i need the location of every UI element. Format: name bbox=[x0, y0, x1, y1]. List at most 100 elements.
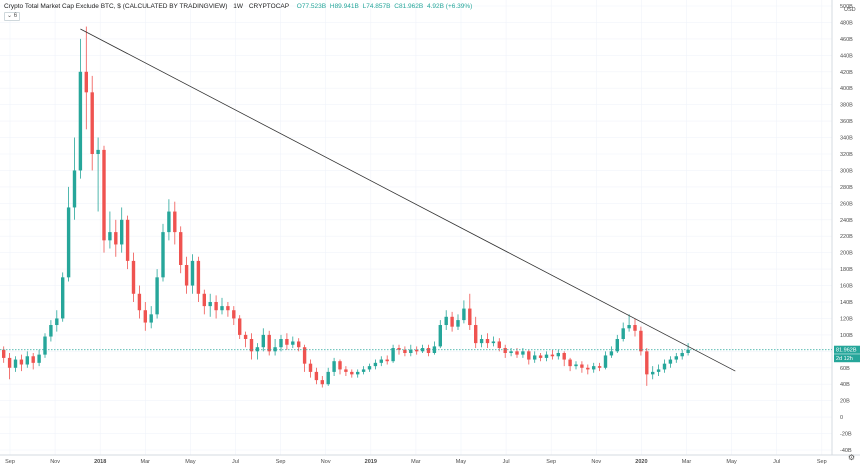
candle-body bbox=[344, 369, 348, 372]
candle-body bbox=[297, 341, 301, 348]
candle-body bbox=[656, 369, 661, 372]
time-tick-label: Jul bbox=[773, 459, 780, 464]
trend-line[interactable] bbox=[80, 28, 736, 372]
candle-body bbox=[415, 349, 419, 352]
candle-body bbox=[645, 351, 649, 375]
candle-body bbox=[385, 359, 389, 362]
candle-body bbox=[214, 302, 218, 311]
candle-body bbox=[397, 348, 401, 350]
candle-body bbox=[515, 351, 519, 355]
candle-body bbox=[621, 328, 625, 339]
ohlc-high: H89.941B bbox=[329, 3, 359, 10]
candle-body bbox=[426, 348, 431, 353]
time-tick-label: 2019 bbox=[365, 459, 377, 464]
candle-body bbox=[131, 260, 136, 294]
candle-body bbox=[432, 346, 437, 353]
time-tick-label: Jul bbox=[232, 459, 239, 464]
candle-body bbox=[326, 371, 330, 385]
candle-body bbox=[509, 351, 513, 353]
candle-body bbox=[379, 359, 383, 363]
candle-body bbox=[173, 211, 177, 233]
time-tick-label: May bbox=[726, 459, 737, 464]
candle-body bbox=[179, 232, 183, 265]
candle-body bbox=[603, 355, 608, 368]
candle-body bbox=[114, 232, 118, 245]
symbol-label[interactable]: CRYPTOCAP bbox=[248, 3, 289, 10]
price-tick-label: 500B bbox=[840, 4, 853, 10]
candle-body bbox=[556, 352, 560, 357]
time-tick-label: Mar bbox=[141, 459, 151, 464]
candle-body bbox=[261, 334, 265, 348]
candle-body bbox=[161, 232, 165, 278]
price-tick-label: 220B bbox=[840, 234, 853, 240]
time-tick-label: Nov bbox=[591, 459, 601, 464]
time-tick-label: Mar bbox=[411, 459, 421, 464]
ohlc-low: L74.857B bbox=[362, 3, 391, 10]
candle-body bbox=[149, 314, 153, 323]
time-tick-label: Nov bbox=[50, 459, 60, 464]
time-tick-label: Nov bbox=[321, 459, 331, 464]
candle-body bbox=[31, 356, 35, 363]
price-tick-label: 240B bbox=[840, 218, 853, 224]
candle-body bbox=[462, 308, 466, 321]
candle-body bbox=[367, 366, 372, 370]
candle-body bbox=[291, 341, 295, 345]
candle-body bbox=[78, 71, 83, 171]
chart-legend: Crypto Total Market Cap Exclude BTC, $ (… bbox=[4, 3, 474, 10]
candle-body bbox=[19, 359, 24, 365]
price-tick-label: 360B bbox=[840, 119, 853, 125]
candle-body bbox=[356, 371, 360, 375]
candle-body bbox=[2, 349, 6, 358]
candle-body bbox=[615, 339, 619, 352]
indicator-badge[interactable]: ⌄ 6 bbox=[4, 12, 21, 21]
time-tick-label: Jul bbox=[503, 459, 510, 464]
price-tick-label: 420B bbox=[840, 70, 853, 76]
time-tick-label: Sep bbox=[817, 459, 827, 464]
price-tick-label: 280B bbox=[840, 185, 853, 191]
time-tick-label: Sep bbox=[546, 459, 556, 464]
time-tick-label: May bbox=[456, 459, 467, 464]
candle-body bbox=[527, 351, 531, 360]
candle-body bbox=[226, 306, 230, 311]
candle-body bbox=[302, 347, 307, 364]
candle-body bbox=[184, 265, 189, 286]
candle-body bbox=[108, 232, 112, 241]
time-tick-label: 2018 bbox=[94, 459, 106, 464]
candle-body bbox=[544, 354, 549, 358]
candle-body bbox=[137, 293, 142, 311]
candle-body bbox=[668, 359, 673, 364]
candle-body bbox=[308, 363, 313, 372]
candle-body bbox=[438, 325, 442, 347]
candle-body bbox=[255, 347, 260, 352]
candle-body bbox=[639, 330, 643, 352]
last-price-label: 81.962B bbox=[834, 345, 860, 354]
gear-icon[interactable]: ⚙ bbox=[847, 453, 855, 462]
ohlc-open: O77.523B bbox=[296, 3, 327, 10]
candle-body bbox=[533, 355, 537, 360]
candle-body bbox=[43, 336, 47, 355]
candle-body bbox=[143, 310, 147, 323]
candle-body bbox=[468, 308, 472, 326]
candle-body bbox=[25, 356, 29, 365]
candle-body bbox=[125, 219, 130, 261]
candle-body bbox=[273, 347, 277, 352]
time-tick-label: Sep bbox=[276, 459, 286, 464]
price-tick-label: 300B bbox=[840, 168, 853, 174]
candle-body bbox=[450, 316, 454, 327]
candle-body bbox=[72, 170, 77, 208]
time-tick-label: May bbox=[185, 459, 196, 464]
candle-body bbox=[37, 354, 41, 363]
price-tick-label: 320B bbox=[840, 152, 853, 158]
time-tick-label: 2020 bbox=[635, 459, 647, 464]
price-tick-label: 440B bbox=[840, 53, 853, 59]
candles bbox=[2, 26, 690, 388]
candle-body bbox=[267, 334, 271, 352]
interval-label[interactable]: 1W bbox=[233, 3, 244, 10]
candle-body bbox=[550, 354, 555, 357]
price-tick-label: 100B bbox=[840, 333, 853, 339]
candle-body bbox=[580, 364, 584, 368]
time-axis[interactable]: Sep Nov 2018 Mar May Jul Sep Nov 2019 Mar May Jul Se… bbox=[5, 459, 827, 464]
price-tick-label: 20B bbox=[840, 399, 850, 405]
candle-body bbox=[196, 260, 201, 294]
